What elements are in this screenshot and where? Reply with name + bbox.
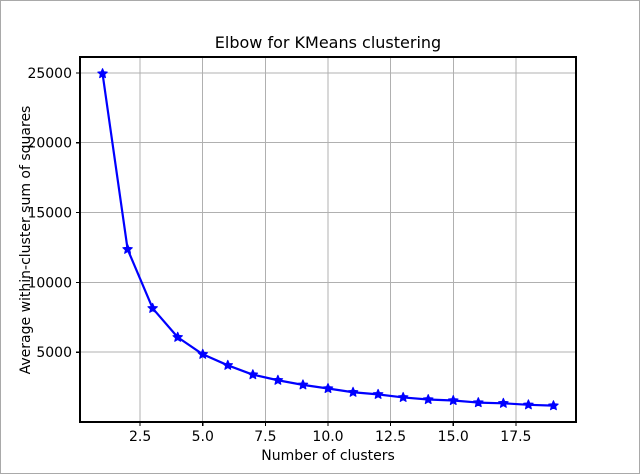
data-point-marker [247,369,259,380]
data-point-marker [147,302,158,313]
data-point-marker [222,359,234,370]
data-point-marker [372,388,384,399]
data-point-marker [448,395,459,406]
x-tick-label: 15.0 [438,429,469,445]
y-tick-label: 10000 [27,275,72,291]
data-point-marker [498,397,509,408]
chart-title: Elbow for KMeans clustering [214,33,442,52]
y-tick-label: 25000 [27,66,72,82]
y-tick-label: 5000 [36,345,72,361]
y-tick-label: 20000 [27,136,72,152]
data-point-marker [172,331,183,342]
data-point-marker [523,399,534,410]
data-point-marker [272,374,284,385]
data-point-marker [297,379,309,390]
x-tick-label: 17.5 [500,429,531,445]
data-point-marker [122,243,133,254]
y-axis-label: Average within-cluster sum of squares [18,105,34,375]
data-point-marker [347,386,359,397]
data-point-marker [197,348,208,359]
data-point-marker [322,382,334,394]
x-tick-label: 12.5 [375,429,406,445]
data-point-marker [422,394,434,405]
x-axis-label: Number of clusters [261,448,395,464]
data-point-marker [548,400,559,411]
y-tick-label: 15000 [27,206,72,222]
data-point-marker [473,397,484,408]
data-point-marker [397,391,409,402]
x-tick-label: 5.0 [192,429,214,445]
data-point-marker [97,68,108,79]
x-tick-label: 7.5 [254,429,276,445]
x-tick-label: 2.5 [129,429,151,445]
x-tick-label: 10.0 [312,429,343,445]
